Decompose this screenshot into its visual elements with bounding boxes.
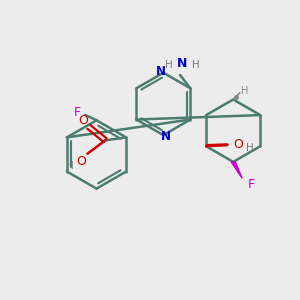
Text: H: H <box>242 85 249 96</box>
Text: F: F <box>73 106 80 119</box>
Text: O: O <box>79 114 88 127</box>
Polygon shape <box>231 162 242 178</box>
Text: N: N <box>160 130 170 143</box>
Text: H: H <box>165 60 172 70</box>
Text: H: H <box>246 143 254 153</box>
Text: N: N <box>177 57 188 70</box>
Text: O: O <box>233 138 243 151</box>
Text: O: O <box>76 154 86 168</box>
Text: H: H <box>66 161 74 171</box>
Text: N: N <box>156 65 166 78</box>
Text: F: F <box>248 178 255 191</box>
Text: H: H <box>192 60 199 70</box>
